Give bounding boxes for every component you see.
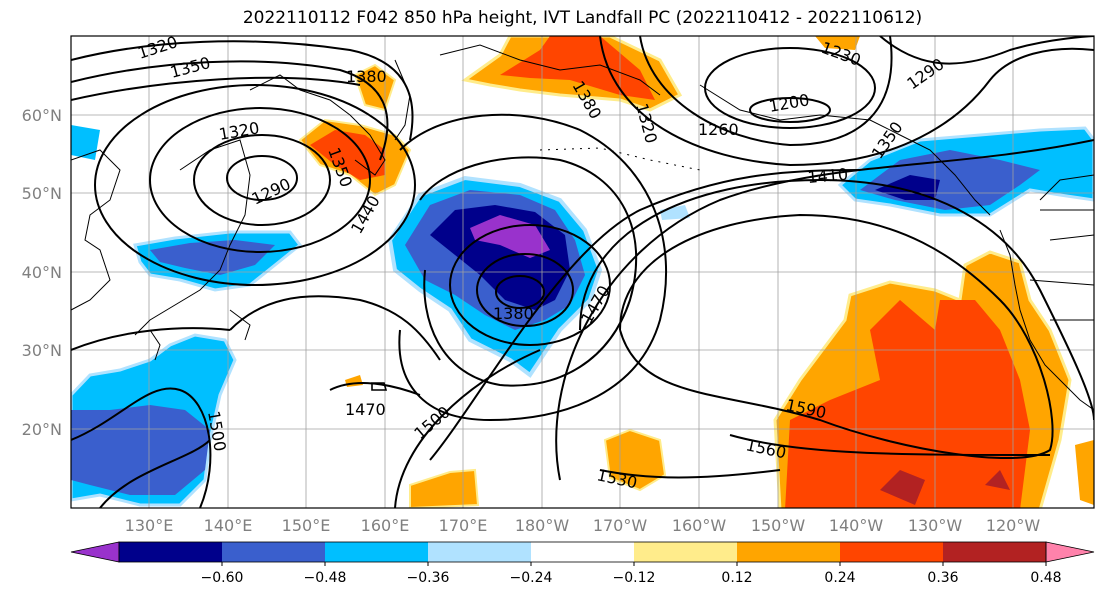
map-border [70, 35, 1095, 509]
lat-tick-label: 20°N [22, 420, 62, 439]
lat-tick-label: 40°N [22, 263, 62, 282]
contour-label: 1410 [807, 165, 849, 187]
colorbar-tick-label: −0.48 [304, 570, 347, 586]
lon-tick-label: 130°W [908, 516, 963, 535]
graticule [71, 36, 1094, 508]
colorbar-segment [634, 542, 738, 562]
ivt-negative-shading [71, 125, 1094, 507]
colorbar-segment [943, 542, 1047, 562]
colorbar-tick-label: −0.60 [201, 570, 244, 586]
lon-tick-label: 130°E [125, 516, 174, 535]
colorbar-outline [118, 541, 1047, 563]
lon-tick-label: 150°W [751, 516, 806, 535]
colorbar-tick-label: −0.36 [407, 570, 450, 586]
colorbar-extend-low [70, 541, 120, 563]
lon-tick-label: 170°E [439, 516, 488, 535]
lon-tick-label: 170°W [593, 516, 648, 535]
colorbar-segment [325, 542, 429, 562]
contour-label: 1380 [493, 304, 534, 323]
colorbar-segment [531, 542, 635, 562]
lon-tick-label: 150°E [282, 516, 331, 535]
contour-label: 1260 [698, 120, 739, 139]
colorbar-extend-high [1045, 541, 1095, 563]
colorbar-tick-label: 0.24 [824, 570, 855, 586]
colorbar-tick-label: −0.12 [613, 570, 656, 586]
lon-tick-label: 160°E [361, 516, 410, 535]
map-title: 2022110112 F042 850 hPa height, IVT Land… [242, 8, 923, 28]
lat-tick-label: 60°N [22, 106, 62, 125]
colorbar-segment [428, 542, 532, 562]
coastlines [71, 44, 1094, 411]
colorbar-tick-label: 0.12 [721, 570, 752, 586]
colorbar: −0.60 −0.48 −0.36 −0.24 −0.12 0.12 0.24 0.36 0.4… [70, 541, 1095, 586]
colorbar-segment [222, 542, 326, 562]
height-contours [71, 36, 1094, 508]
colorbar-segment [737, 542, 841, 562]
colorbar-tick-label: −0.24 [510, 570, 553, 586]
colorbar-tick-label: 0.36 [927, 570, 958, 586]
lon-tick-label: 140°W [829, 516, 884, 535]
contour-label: 1380 [346, 67, 387, 86]
lat-tick-label: 30°N [22, 341, 62, 360]
lon-tick-label: 120°W [986, 516, 1041, 535]
colorbar-segment [840, 542, 944, 562]
lon-tick-label: 140°E [204, 516, 253, 535]
contour-label: 1470 [345, 400, 386, 419]
lat-axis: 60°N 50°N 40°N 30°N 20°N [22, 106, 62, 439]
colorbar-tick-label: 0.48 [1030, 570, 1061, 586]
lon-tick-label: 160°W [672, 516, 727, 535]
lat-tick-label: 50°N [22, 184, 62, 203]
colorbar-segment [119, 542, 223, 562]
lon-axis: 130°E 140°E 150°E 160°E 170°E 180°W 170°… [125, 516, 1041, 535]
lon-tick-label: 180°W [515, 516, 570, 535]
